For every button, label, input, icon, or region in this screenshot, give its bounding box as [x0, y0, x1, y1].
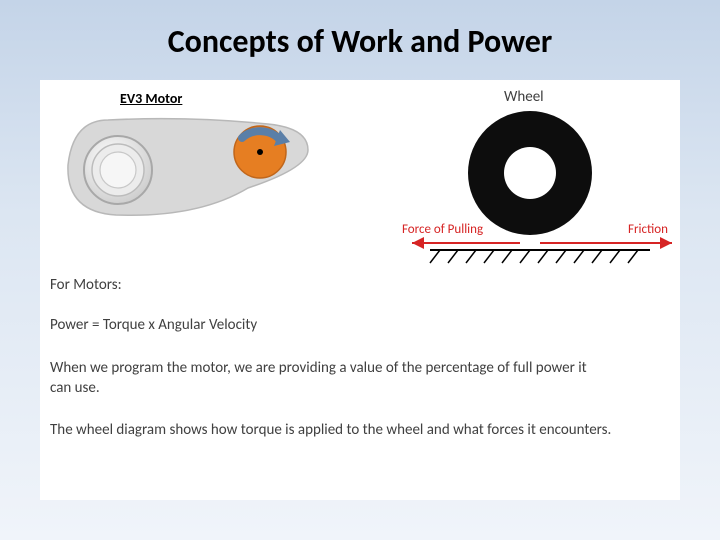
- friction-arrowhead-icon: [660, 237, 672, 249]
- motor-diagram: [58, 110, 328, 230]
- wheel-hub: [504, 147, 556, 199]
- text-program-motor: When we program the motor, we are provid…: [50, 358, 610, 399]
- force-pull-label: Force of Pulling: [402, 222, 483, 237]
- content-panel: EV3 Motor Wheel: [40, 80, 680, 500]
- ground-hatches: [430, 250, 638, 263]
- force-pull-arrowhead-icon: [412, 237, 424, 249]
- motor-hub-inner: [100, 152, 136, 188]
- motor-axle-dot: [257, 149, 263, 155]
- text-for-motors: For Motors:: [50, 275, 122, 295]
- friction-label: Friction: [628, 222, 668, 237]
- text-wheel-diagram: The wheel diagram shows how torque is ap…: [50, 420, 620, 440]
- page-title: Concepts of Work and Power: [0, 22, 720, 61]
- text-power-formula: Power = Torque x Angular Velocity: [50, 315, 257, 335]
- motor-label: EV3 Motor: [120, 90, 182, 107]
- wheel-diagram: Force of Pulling Friction: [400, 98, 690, 278]
